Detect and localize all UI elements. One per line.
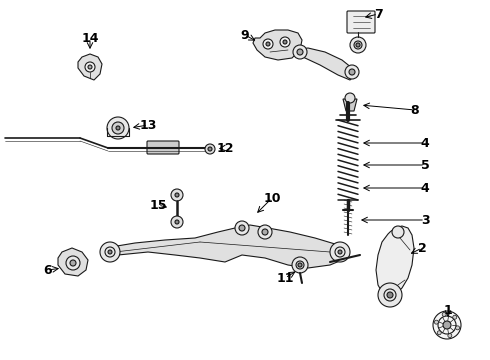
Circle shape [171,216,183,228]
Text: 8: 8 [411,104,419,117]
Circle shape [345,65,359,79]
FancyBboxPatch shape [347,11,375,33]
Circle shape [280,37,290,47]
Circle shape [116,126,120,130]
Circle shape [292,257,308,273]
Text: 12: 12 [216,141,234,154]
Text: 11: 11 [276,271,294,284]
Circle shape [456,326,460,330]
Polygon shape [343,99,357,111]
Circle shape [171,189,183,201]
Circle shape [345,93,355,103]
Circle shape [448,334,452,338]
Polygon shape [376,226,414,295]
Circle shape [387,292,393,298]
Circle shape [258,225,272,239]
Polygon shape [78,54,102,80]
Circle shape [266,42,270,46]
Circle shape [112,122,124,134]
Circle shape [205,144,215,154]
Circle shape [453,315,457,319]
Text: 13: 13 [139,118,157,131]
Circle shape [175,193,179,197]
Circle shape [356,43,360,47]
Circle shape [175,220,179,224]
Circle shape [433,311,461,339]
Polygon shape [253,30,302,60]
Circle shape [108,250,112,254]
Text: 4: 4 [420,136,429,149]
Circle shape [297,49,303,55]
Text: 3: 3 [421,213,429,226]
Circle shape [100,242,120,262]
Circle shape [239,225,245,231]
Polygon shape [58,248,88,276]
Circle shape [437,331,441,335]
Text: 14: 14 [81,32,99,45]
Text: 5: 5 [420,158,429,171]
Circle shape [349,69,355,75]
Circle shape [296,261,304,269]
Polygon shape [105,225,345,268]
Circle shape [378,283,402,307]
Circle shape [293,45,307,59]
Circle shape [434,320,439,324]
FancyBboxPatch shape [147,141,179,154]
Circle shape [442,312,446,316]
Text: 10: 10 [263,192,281,204]
Circle shape [107,117,129,139]
Text: 4: 4 [420,181,429,194]
Circle shape [350,37,366,53]
Text: 7: 7 [374,8,382,21]
Circle shape [88,65,92,69]
Text: 6: 6 [44,264,52,276]
Circle shape [354,41,362,49]
Circle shape [262,229,268,235]
Text: 2: 2 [417,242,426,255]
Circle shape [392,226,404,238]
Circle shape [298,263,302,267]
Circle shape [443,321,451,329]
Circle shape [66,256,80,270]
Text: 15: 15 [149,198,167,212]
Text: 1: 1 [443,305,452,318]
Circle shape [235,221,249,235]
Circle shape [330,242,350,262]
Circle shape [263,39,273,49]
Circle shape [283,40,287,44]
Circle shape [70,260,76,266]
Circle shape [85,62,95,72]
Text: 9: 9 [241,28,249,41]
Circle shape [338,250,342,254]
Circle shape [208,147,212,151]
Polygon shape [295,48,355,80]
